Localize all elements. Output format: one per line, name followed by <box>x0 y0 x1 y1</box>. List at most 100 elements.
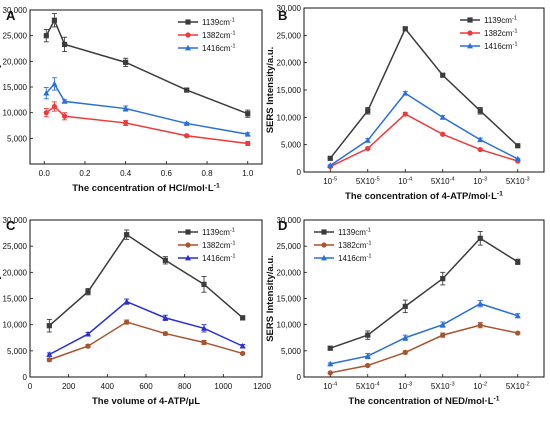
data-point <box>46 323 52 329</box>
data-point <box>327 155 333 161</box>
legend-entry: 1139cm-1 <box>314 228 371 237</box>
data-point <box>184 87 190 93</box>
x-tick-label: 0.8 <box>201 169 213 178</box>
y-tick-label: 0 <box>297 168 302 177</box>
series-1382cm-1 <box>327 322 521 376</box>
series-1139cm-0 <box>43 13 251 118</box>
x-tick-label: 5X10-4 <box>356 382 381 392</box>
x-axis-label: The concentration of HCl/mol·L-1 <box>72 183 220 195</box>
legend-marker <box>467 42 473 49</box>
data-point <box>85 343 91 349</box>
series-1382cm-1 <box>46 319 246 363</box>
data-point <box>124 232 130 238</box>
legend-marker <box>185 229 191 235</box>
series-line <box>329 113 518 168</box>
x-tick-label: 0 <box>28 382 33 391</box>
x-tick-label: 5X10-2 <box>506 382 530 392</box>
x-axis-label: The concentration of NED/mol·L-1 <box>348 396 499 408</box>
series-line <box>48 233 244 327</box>
data-point <box>514 155 521 162</box>
panel-c: C 0 5,000 10,000 15,000 20,000 25,000 30,000 0 20… <box>0 216 271 407</box>
data-point <box>184 133 190 139</box>
data-point <box>245 111 251 117</box>
x-tick-label: 1.0 <box>242 169 254 178</box>
series-1382cm-1 <box>327 111 521 170</box>
legend-marker <box>321 254 327 261</box>
legend-label: 1382cm-1 <box>484 29 518 39</box>
series-1139cm-0 <box>327 26 521 161</box>
data-point <box>365 362 371 369</box>
data-point <box>162 314 169 321</box>
legend-entry: 1416cm-1 <box>178 44 236 54</box>
data-point <box>239 342 246 349</box>
x-tick-label: 5X10-3 <box>431 382 455 392</box>
y-tick-label: 25,000 <box>277 31 302 40</box>
data-point <box>364 137 371 143</box>
y-tick-label: 30,000 <box>3 6 28 15</box>
legend-marker <box>321 242 327 248</box>
data-point <box>43 89 50 96</box>
data-point <box>51 80 58 87</box>
series-1416cm-2 <box>43 77 251 137</box>
x-tick-label: 0.2 <box>79 169 91 178</box>
x-axis-label: The concentration of 4-ATP/mol·L-1 <box>345 191 503 203</box>
legend-label: 1139cm-1 <box>202 18 235 28</box>
series-line <box>45 105 248 145</box>
legend-marker <box>185 19 191 25</box>
x-tick-label: 10-3 <box>473 177 487 187</box>
data-point <box>477 322 483 328</box>
series-line <box>330 237 519 349</box>
data-point <box>477 235 483 241</box>
data-point <box>439 321 446 328</box>
legend-entry: 1416cm-1 <box>460 42 518 51</box>
legend-entry: 1382cm-1 <box>314 241 372 250</box>
data-point <box>365 332 371 338</box>
legend-marker <box>185 254 191 261</box>
x-tick-label: 0.4 <box>120 169 132 178</box>
data-point <box>124 319 130 325</box>
data-point <box>514 312 521 319</box>
data-point <box>245 140 251 147</box>
y-tick-label: 15,000 <box>3 295 28 304</box>
data-point <box>515 330 521 336</box>
data-point <box>477 136 484 143</box>
y-axis-label: SERS Intensity/a.u. <box>265 255 276 342</box>
data-point <box>240 315 246 321</box>
data-point <box>46 351 53 357</box>
panel-letter: D <box>278 218 287 233</box>
y-tick-label: 15,000 <box>277 86 302 95</box>
data-point <box>327 162 334 168</box>
x-axis-label: The volume of 4-ATP/μL <box>92 396 200 407</box>
legend-marker <box>467 17 473 23</box>
y-axis-label: SERS Intensity/a.u. <box>0 255 2 342</box>
y-tick-label: 0 <box>23 373 28 382</box>
data-point <box>477 146 483 153</box>
legend-label: 1416cm-1 <box>202 44 236 54</box>
y-axis-label: SERS Intensity/a.u. <box>0 44 2 131</box>
data-point <box>46 357 52 363</box>
y-tick-label: 20,000 <box>3 268 28 277</box>
legend-marker <box>467 30 473 36</box>
legend-label: 1382cm-1 <box>202 31 236 41</box>
x-tick-label: 10-5 <box>323 177 337 187</box>
legend-label: 1416cm-1 <box>338 254 372 264</box>
x-tick-label: 0.6 <box>161 169 173 178</box>
legend-entry: 1139cm-1 <box>178 18 235 28</box>
y-tick-label: 10,000 <box>277 321 302 330</box>
data-point <box>85 289 91 295</box>
legend-entry: 1382cm-1 <box>178 31 236 41</box>
data-point <box>61 98 68 104</box>
data-point <box>327 360 334 367</box>
panel-letter: C <box>6 218 16 233</box>
data-point <box>402 349 408 356</box>
x-tick-label: 5X10-4 <box>431 177 456 187</box>
data-point <box>201 339 207 346</box>
series-line <box>330 302 518 365</box>
y-tick-label: 25,000 <box>277 242 302 251</box>
y-tick-label: 5,000 <box>7 134 28 143</box>
data-point <box>402 111 408 117</box>
legend-marker <box>185 242 191 248</box>
y-tick-label: 30,000 <box>277 216 302 225</box>
data-point <box>123 59 129 65</box>
data-point <box>440 131 446 137</box>
